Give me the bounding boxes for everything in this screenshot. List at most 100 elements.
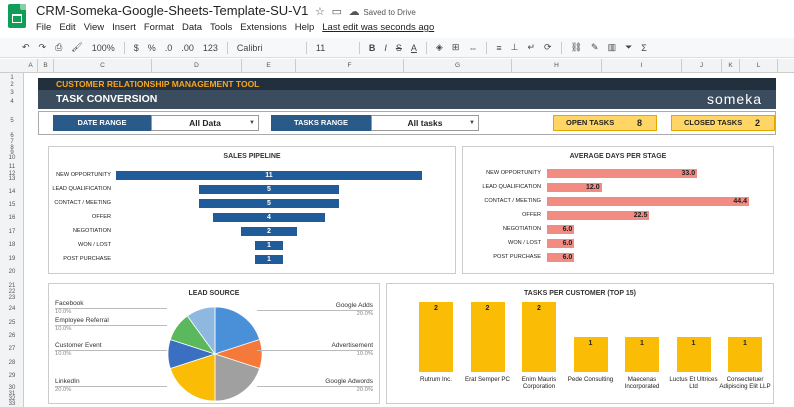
column-header-cell[interactable]: B bbox=[38, 59, 54, 73]
document-title[interactable]: CRM-Someka-Google-Sheets-Template-SU-V1 bbox=[36, 3, 309, 18]
row-header-cell[interactable]: 7 bbox=[10, 139, 14, 145]
row-header-cell[interactable]: 11 bbox=[8, 164, 16, 170]
menu-format[interactable]: Format bbox=[143, 22, 174, 33]
row-header-cell[interactable]: 21 bbox=[8, 283, 16, 289]
tasks-range-select[interactable]: All tasks ▼ bbox=[371, 115, 479, 131]
days-value: 6.0 bbox=[562, 240, 573, 247]
menu-tools[interactable]: Tools bbox=[210, 22, 233, 33]
link-icon[interactable]: ⛓ bbox=[570, 42, 583, 52]
date-range-select[interactable]: All Data ▼ bbox=[151, 115, 259, 131]
filter-icon[interactable]: ⏷ bbox=[625, 42, 633, 52]
rotate-icon[interactable]: ⟳ bbox=[544, 42, 552, 52]
comment-icon[interactable]: ✎ bbox=[591, 42, 599, 52]
row-header-cell[interactable]: 19 bbox=[8, 256, 16, 262]
italic-icon[interactable]: I bbox=[384, 42, 387, 53]
number-format-select[interactable]: 123 bbox=[202, 42, 218, 53]
zoom-select[interactable]: 100% bbox=[91, 42, 115, 53]
customer-value: 1 bbox=[588, 340, 593, 347]
bold-icon[interactable]: B bbox=[368, 42, 376, 53]
row-header-cell[interactable]: 32 bbox=[8, 396, 16, 402]
chart-icon[interactable]: ▥ bbox=[607, 42, 617, 52]
align-icon[interactable]: ≡ bbox=[496, 42, 502, 53]
column-header-cell[interactable]: J bbox=[682, 59, 722, 73]
fill-color-icon[interactable]: ◈ bbox=[435, 42, 443, 52]
vertical-align-icon[interactable]: ⊥ bbox=[510, 42, 519, 52]
undo-icon[interactable]: ↶ bbox=[22, 42, 30, 52]
menu-view[interactable]: View bbox=[83, 22, 105, 33]
row-header-cell[interactable]: 27 bbox=[8, 346, 16, 352]
last-edit-link[interactable]: Last edit was seconds ago bbox=[322, 22, 435, 33]
font-size-select[interactable]: 11 bbox=[315, 42, 326, 53]
decrease-decimal-button[interactable]: .0 bbox=[164, 42, 173, 53]
menu-extensions[interactable]: Extensions bbox=[240, 22, 287, 33]
row-header-cell[interactable]: 2 bbox=[10, 82, 14, 88]
menu-edit[interactable]: Edit bbox=[59, 22, 76, 33]
functions-icon[interactable]: Σ bbox=[641, 42, 647, 53]
column-header-cell[interactable]: M bbox=[778, 59, 794, 73]
leader-line bbox=[257, 350, 373, 351]
row-header-cell[interactable]: 29 bbox=[8, 373, 16, 379]
customer-value: 1 bbox=[743, 340, 747, 347]
row-header-cell[interactable]: 5 bbox=[10, 118, 14, 124]
increase-decimal-button[interactable]: .00 bbox=[181, 42, 194, 53]
move-folder-icon[interactable]: ▭ bbox=[328, 6, 342, 18]
row-header-cell[interactable]: 17 bbox=[8, 229, 16, 235]
text-color-icon[interactable]: A bbox=[410, 42, 417, 53]
paint-format-icon[interactable]: 🖌 bbox=[71, 42, 83, 52]
row-header-cell[interactable]: 24 bbox=[8, 306, 16, 312]
row-header-cell[interactable]: 10 bbox=[8, 155, 16, 161]
row-header-cell[interactable]: 9 bbox=[10, 150, 14, 156]
column-header-cell[interactable]: G bbox=[404, 59, 512, 73]
column-header-cell[interactable]: D bbox=[152, 59, 242, 73]
wrap-icon[interactable]: ↵ bbox=[527, 42, 536, 52]
column-header-cell[interactable]: E bbox=[242, 59, 296, 73]
row-header-cell[interactable]: 23 bbox=[8, 295, 16, 301]
row-header-cell[interactable]: 4 bbox=[10, 99, 14, 105]
column-header-cell[interactable]: A bbox=[24, 59, 38, 73]
row-header-cell[interactable]: 15 bbox=[8, 202, 16, 208]
column-header-cell[interactable]: K bbox=[722, 59, 740, 73]
print-icon[interactable]: ⎙ bbox=[55, 42, 63, 52]
sheets-logo-icon[interactable] bbox=[8, 4, 26, 28]
column-header-cell[interactable]: L bbox=[740, 59, 778, 73]
row-header-cell[interactable]: 33 bbox=[8, 401, 16, 407]
column-header-cell[interactable]: H bbox=[512, 59, 602, 73]
row-header-cell[interactable]: 20 bbox=[8, 269, 16, 275]
row-header-cell[interactable]: 25 bbox=[8, 320, 16, 326]
tasks-per-customer-chart[interactable]: TASKS PER CUSTOMER (TOP 15) 2 Rutrum Inc.… bbox=[386, 283, 774, 404]
sales-pipeline-chart[interactable]: SALES PIPELINE NEW OPPORTUNITY 11 LEAD QUA… bbox=[48, 146, 456, 274]
menu-help[interactable]: Help bbox=[294, 22, 315, 33]
row-header-cell[interactable]: 1 bbox=[10, 75, 14, 81]
column-header-cell[interactable]: I bbox=[602, 59, 682, 73]
lead-source-chart[interactable]: LEAD SOURCE Google Adds 20.0% Advertisemen… bbox=[48, 283, 380, 404]
menu-file[interactable]: File bbox=[36, 22, 52, 33]
row-header-cell[interactable]: 16 bbox=[8, 215, 16, 221]
row-header-cell[interactable]: 28 bbox=[8, 360, 16, 366]
borders-icon[interactable]: ⊞ bbox=[451, 42, 460, 52]
row-header-cell[interactable]: 22 bbox=[8, 289, 16, 295]
row-header-cell[interactable]: 30 bbox=[8, 385, 16, 391]
row-header-cell[interactable]: 6 bbox=[10, 133, 14, 139]
font-select[interactable]: Calibri bbox=[236, 42, 263, 53]
row-header-cell[interactable]: 18 bbox=[8, 242, 16, 248]
currency-button[interactable]: $ bbox=[133, 42, 139, 53]
redo-icon[interactable]: ↷ bbox=[38, 42, 47, 52]
row-header-cell[interactable]: 13 bbox=[8, 176, 16, 182]
row-header-cell[interactable]: 14 bbox=[8, 189, 16, 195]
average-days-chart[interactable]: AVERAGE DAYS PER STAGE NEW OPPORTUNITY 33… bbox=[462, 146, 774, 274]
row-header-cell[interactable]: 31 bbox=[8, 391, 16, 397]
row-header-cell[interactable]: 3 bbox=[10, 90, 14, 96]
row-header-cell[interactable]: 12 bbox=[8, 171, 16, 177]
merge-cells-icon[interactable]: ⇔ bbox=[468, 42, 478, 53]
menu-data[interactable]: Data bbox=[181, 22, 203, 33]
percent-button[interactable]: % bbox=[147, 42, 156, 53]
row-header-cell[interactable]: 8 bbox=[10, 145, 14, 151]
strikethrough-icon[interactable]: S bbox=[395, 42, 402, 53]
column-header-cell[interactable]: C bbox=[54, 59, 152, 73]
row-header-cell[interactable]: 26 bbox=[8, 333, 16, 339]
column-header-cell[interactable]: F bbox=[296, 59, 404, 73]
star-icon[interactable]: ☆ bbox=[312, 6, 325, 18]
customer-bar bbox=[676, 337, 711, 372]
open-tasks-kpi: OPEN TASKS 8 bbox=[553, 115, 657, 131]
menu-insert[interactable]: Insert bbox=[112, 22, 136, 33]
